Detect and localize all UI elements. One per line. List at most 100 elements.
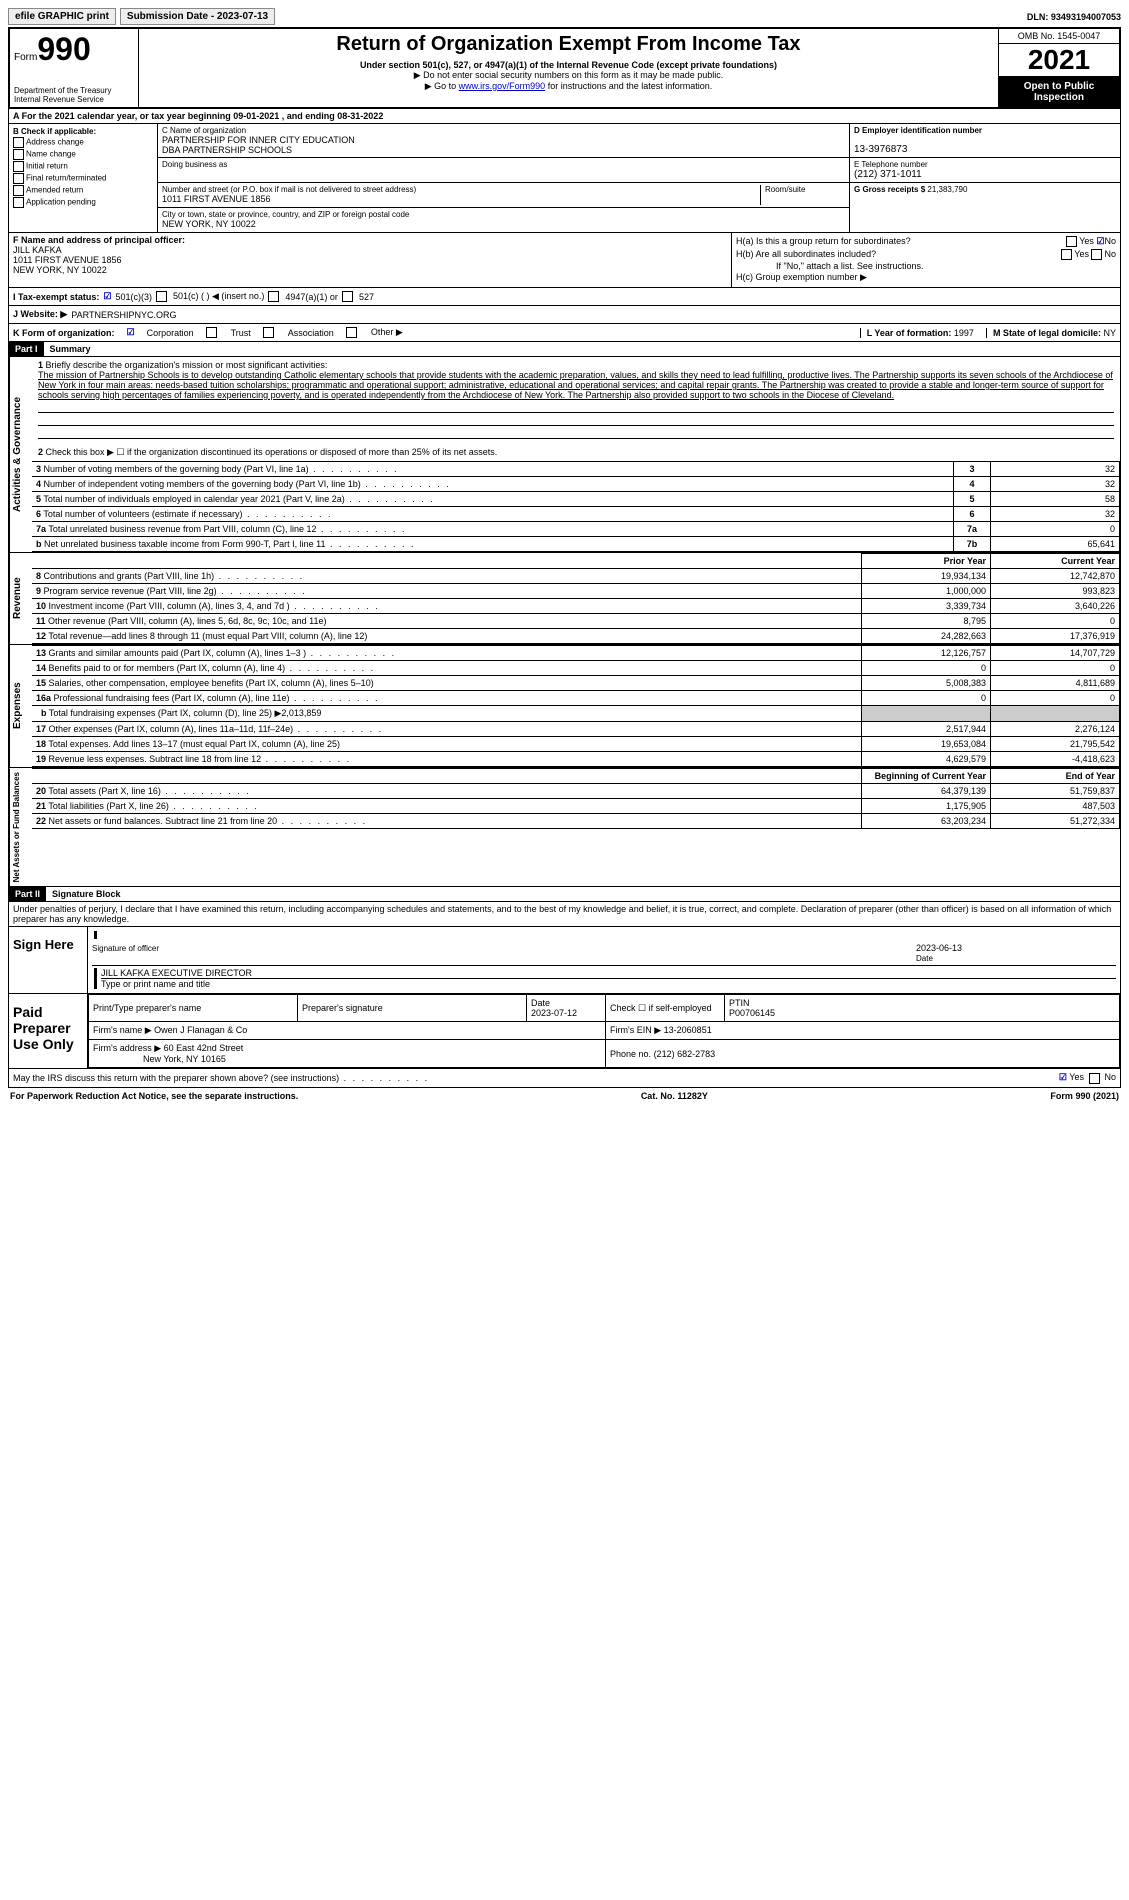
open-public-badge: Open to Public Inspection [999,77,1119,107]
pra-notice: For Paperwork Reduction Act Notice, see … [10,1091,298,1101]
signature-section: Under penalties of perjury, I declare th… [8,902,1121,1087]
hc-label: H(c) Group exemption number ▶ [736,272,867,283]
website-value: PARTNERSHIPNYC.ORG [71,310,176,320]
form-subtitle: Under section 501(c), 527, or 4947(a)(1)… [143,60,994,70]
cb-4947[interactable] [268,291,279,302]
cb-name-change[interactable] [13,149,24,160]
officer-name-title: JILL KAFKA EXECUTIVE DIRECTOR [101,968,252,978]
paid-preparer-label: Paid Preparer Use Only [9,994,88,1068]
netassets-section: Net Assets or Fund Balances Beginning of… [8,768,1121,887]
cb-ha-yes[interactable] [1066,236,1077,247]
part2-title: Signature Block [46,887,127,901]
expenses-table: 13 Grants and similar amounts paid (Part… [32,645,1120,767]
efile-label: efile GRAPHIC print [8,8,116,25]
org-city: NEW YORK, NY 10022 [162,219,256,229]
header-left: Form990 Department of the Treasury Inter… [10,29,139,107]
row-a-tax-year: A For the 2021 calendar year, or tax yea… [8,109,1121,124]
irs-link[interactable]: www.irs.gov/Form990 [459,81,546,91]
cb-address-change[interactable] [13,137,24,148]
org-name: PARTNERSHIP FOR INNER CITY EDUCATION [162,135,355,145]
discuss-label: May the IRS discuss this return with the… [13,1073,429,1083]
line2: 2 Check this box ▶ ☐ if the organization… [32,444,1120,461]
cb-amended[interactable] [13,185,24,196]
cb-501c[interactable] [156,291,167,302]
k-label: K Form of organization: [13,328,115,338]
i-label: I Tax-exempt status: [13,292,99,302]
cb-trust[interactable] [206,327,217,338]
paid-body: Print/Type preparer's name Preparer's si… [88,994,1120,1068]
cb-hb-no[interactable] [1091,249,1102,260]
form-prefix: Form [14,52,37,63]
col-c: C Name of organization PARTNERSHIP FOR I… [158,124,849,232]
form-number: 990 [37,31,90,67]
discuss-row: May the IRS discuss this return with the… [9,1068,1120,1086]
cb-501c3-check: ☑ [103,291,111,302]
cb-final-return[interactable] [13,173,24,184]
j-label: J Website: ▶ [13,309,67,320]
note2-pre: ▶ Go to [425,81,459,91]
officer-name: JILL KAFKA [13,245,62,255]
dept-label: Department of the Treasury [14,86,134,95]
row-klm: K Form of organization: ☑Corporation Tru… [8,324,1121,342]
part2-header: Part II Signature Block [8,887,1121,902]
penalty-text: Under penalties of perjury, I declare th… [9,902,1120,926]
discuss-yes-check: ☑ [1059,1072,1067,1082]
top-bar: efile GRAPHIC print Submission Date - 20… [8,8,1121,29]
phone-label: E Telephone number [854,160,928,169]
paid-table: Print/Type preparer's name Preparer's si… [88,994,1120,1068]
footer: For Paperwork Reduction Act Notice, see … [8,1088,1121,1104]
firm-name: Owen J Flanagan & Co [154,1025,247,1035]
cb-assoc[interactable] [263,327,274,338]
side-label-rev: Revenue [9,553,32,644]
org-info-box: B Check if applicable: Address change Na… [8,124,1121,233]
addr-label: Number and street (or P.O. box if mail i… [162,185,416,194]
city-label: City or town, state or province, country… [162,210,409,219]
ag-table: 3 Number of voting members of the govern… [32,461,1120,552]
officer-addr1: 1011 FIRST AVENUE 1856 [13,255,122,265]
dba-label: Doing business as [162,160,227,169]
sig-officer-label: Signature of officer [92,944,159,953]
hb-label: H(b) Are all subordinates included? [736,249,876,260]
form-title: Return of Organization Exempt From Incom… [143,33,994,56]
org-address: 1011 FIRST AVENUE 1856 [162,194,271,204]
ein-value: 13-3976873 [854,144,907,155]
cb-corp-check: ☑ [127,327,135,338]
cb-other[interactable] [346,327,357,338]
box-f: F Name and address of principal officer:… [9,233,732,287]
phone-value: (212) 371-1011 [854,169,922,180]
form-ref: Form 990 (2021) [1050,1091,1119,1101]
header-mid: Return of Organization Exempt From Incom… [139,29,998,107]
fgh-row: F Name and address of principal officer:… [8,233,1121,288]
cb-app-pending[interactable] [13,197,24,208]
side-label-net: Net Assets or Fund Balances [9,768,32,886]
part1-title: Summary [44,342,97,356]
sign-here-body: Signature of officer2023-06-13Date JILL … [88,927,1120,993]
cb-initial-return[interactable] [13,161,24,172]
note2-post: for instructions and the latest informat… [545,81,712,91]
gross-label: G Gross receipts $ [854,185,925,194]
activities-governance: Activities & Governance 1 Briefly descri… [8,357,1121,553]
tax-year: 2021 [999,44,1119,77]
part1-badge: Part I [9,342,44,356]
part1-header: Part I Summary [8,342,1121,357]
omb-number: OMB No. 1545-0047 [999,29,1119,44]
f-label: F Name and address of principal officer: [13,235,185,245]
hb-note: If "No," attach a list. See instructions… [736,261,1116,271]
cb-discuss-no[interactable] [1089,1073,1100,1084]
cb-527[interactable] [342,291,353,302]
firm-ein: 13-2060851 [664,1025,712,1035]
cb-hb-yes[interactable] [1061,249,1072,260]
l-label: L Year of formation: [867,328,952,338]
sign-here-label: Sign Here [9,927,88,993]
room-label: Room/suite [765,185,805,194]
ssn-note: ▶ Do not enter social security numbers o… [143,70,994,81]
l-value: 1997 [954,328,974,338]
name-label: C Name of organization [162,126,246,135]
ptin-value: P00706145 [729,1008,775,1018]
revenue-table: Prior YearCurrent Year 8 Contributions a… [32,553,1120,644]
ein-label: D Employer identification number [854,126,982,135]
type-label: Type or print name and title [101,978,1116,989]
row-j: J Website: ▶ PARTNERSHIPNYC.ORG [8,306,1121,324]
row-i: I Tax-exempt status: ☑501(c)(3) 501(c) (… [8,288,1121,306]
firm-city: New York, NY 10165 [143,1054,226,1064]
